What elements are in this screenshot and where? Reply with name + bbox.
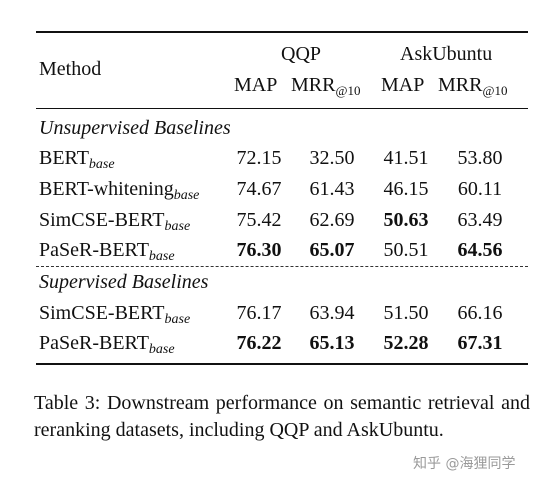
method-name: BERTbase [39, 147, 115, 172]
header-map-qqp: MAP [234, 74, 278, 96]
value-cell: 72.15 [236, 147, 282, 169]
method-name: SimCSE-BERTbase [39, 302, 191, 327]
value-cell: 51.50 [383, 302, 429, 324]
value-cell: 61.43 [309, 178, 355, 200]
header-group-qqp: QQP [281, 43, 322, 65]
value-cell: 46.15 [383, 178, 429, 200]
header-method: Method [39, 58, 102, 80]
header-map-askubuntu: MAP [381, 74, 425, 96]
bottom-rule [36, 363, 528, 365]
section-divider [36, 266, 528, 267]
value-cell-best: 76.30 [236, 239, 282, 261]
method-name: PaSeR-BERTbase [39, 239, 175, 264]
value-cell: 50.51 [383, 239, 429, 261]
header-mrr-askubuntu: MRR@10 [438, 74, 508, 98]
watermark: 知乎 @海狸同学 [413, 456, 516, 472]
value-cell-best: 67.31 [457, 332, 503, 354]
value-cell: 60.11 [457, 178, 503, 200]
value-cell-best: 52.28 [383, 332, 429, 354]
value-cell: 74.67 [236, 178, 282, 200]
value-cell: 32.50 [309, 147, 355, 169]
value-cell: 62.69 [309, 209, 355, 231]
value-cell: 53.80 [457, 147, 503, 169]
value-cell-best: 50.63 [383, 209, 429, 231]
value-cell: 41.51 [383, 147, 429, 169]
top-rule [36, 31, 528, 33]
value-cell-best: 65.13 [309, 332, 355, 354]
value-cell: 63.94 [309, 302, 355, 324]
value-cell-best: 65.07 [309, 239, 355, 261]
section-title-supervised: Supervised Baselines [39, 271, 209, 293]
header-mrr-qqp: MRR@10 [291, 74, 361, 98]
section-title-unsupervised: Unsupervised Baselines [39, 117, 231, 139]
value-cell-best: 76.22 [236, 332, 282, 354]
method-name: PaSeR-BERTbase [39, 332, 175, 357]
table-caption: Table 3: Downstream performance on seman… [34, 392, 530, 441]
method-name: SimCSE-BERTbase [39, 209, 191, 234]
header-group-askubuntu: AskUbuntu [400, 43, 493, 65]
method-name: BERT-whiteningbase [39, 178, 200, 203]
value-cell: 66.16 [457, 302, 503, 324]
header-rule [36, 108, 528, 109]
value-cell: 76.17 [236, 302, 282, 324]
value-cell: 75.42 [236, 209, 282, 231]
value-cell: 63.49 [457, 209, 503, 231]
value-cell-best: 64.56 [457, 239, 503, 261]
